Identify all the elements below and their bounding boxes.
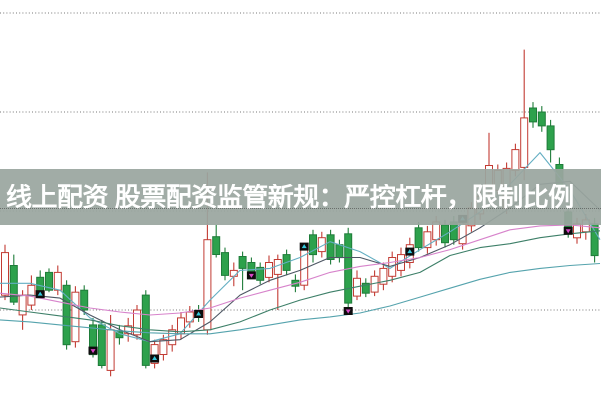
headline-text: 线上配资 股票配资监管新规：严控杠杆，限制比例: [6, 184, 574, 210]
gridline-over-banner: [0, 208, 601, 209]
headline-banner: 线上配资 股票配资监管新规：严控杠杆，限制比例: [0, 169, 601, 225]
